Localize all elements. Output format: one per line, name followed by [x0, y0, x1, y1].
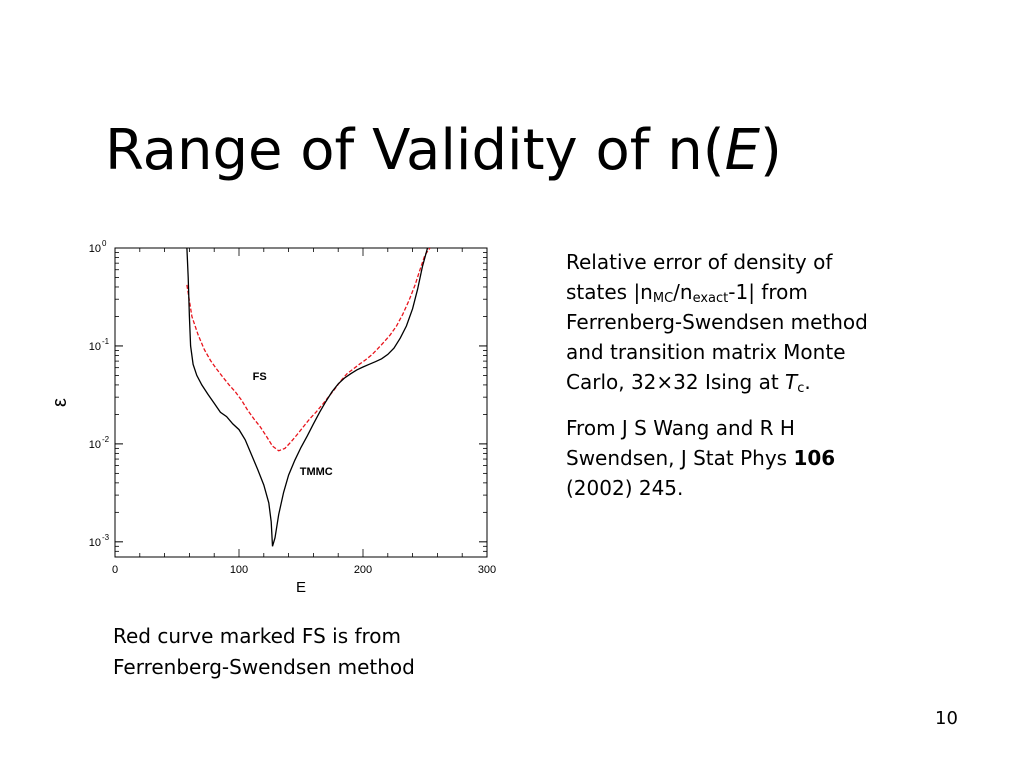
title-prefix: Range of Validity of n(: [105, 118, 725, 183]
page-number: 10: [935, 708, 958, 729]
description-text: Relative error of density of states |nMC…: [566, 247, 886, 519]
y-axis-label: ε: [49, 398, 71, 407]
y-tick-label: 10: [89, 439, 101, 451]
x-tick-label: 200: [354, 564, 372, 576]
description-paragraph-1: Relative error of density of states |nMC…: [566, 250, 868, 396]
y-tick-label: 10: [89, 243, 101, 255]
series-tmmc: [186, 248, 429, 547]
annotation-tmmc: TMMC: [300, 466, 333, 478]
figure-caption: Red curve marked FS is from Ferrenberg-S…: [113, 624, 415, 679]
y-tick-label-exponent: -1: [102, 337, 110, 346]
x-tick-label: 100: [230, 564, 248, 576]
annotation-fs: FS: [253, 371, 267, 383]
plot-frame: [114, 247, 488, 558]
x-tick-label: 0: [112, 564, 118, 576]
slide-title: Range of Validity of n(E): [105, 118, 782, 183]
description-paragraph-2: From J S Wang and R H Swendsen, J Stat P…: [566, 416, 836, 500]
title-suffix: ): [759, 118, 782, 183]
y-tick-label-exponent: 0: [102, 239, 107, 248]
y-tick-label-exponent: -3: [102, 533, 110, 542]
x-axis-label: E: [296, 579, 306, 596]
x-tick-label: 300: [478, 564, 496, 576]
y-tick-label-exponent: -2: [102, 435, 110, 444]
y-tick-label: 10: [89, 537, 101, 549]
title-variable: E: [724, 118, 760, 183]
y-tick-label: 10: [89, 341, 101, 353]
